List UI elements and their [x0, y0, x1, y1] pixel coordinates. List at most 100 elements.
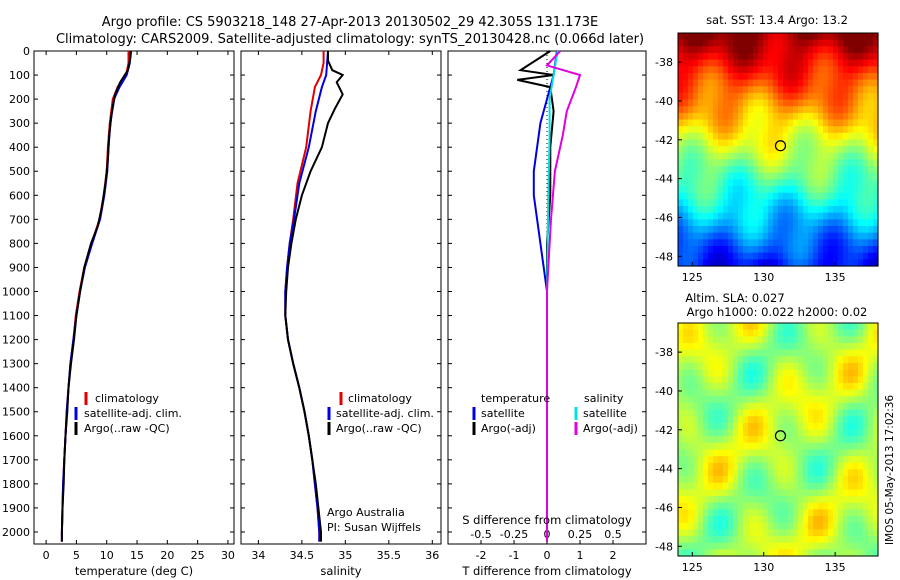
heatmap-cell	[708, 416, 714, 424]
heatmap-cell	[833, 382, 839, 391]
heatmap-cell	[813, 99, 819, 107]
heatmap-cell	[708, 516, 714, 524]
heatmap-cell	[678, 199, 684, 207]
heatmap-cell	[813, 469, 819, 477]
heatmap-cell	[853, 516, 859, 524]
heatmap-cell	[808, 442, 814, 451]
heatmap-cell	[688, 509, 694, 517]
heatmap-cell	[713, 376, 719, 384]
heatmap-cell	[743, 159, 749, 167]
heatmap-cell	[758, 119, 764, 127]
heatmap-cell	[783, 179, 789, 187]
heatmap-cell	[768, 402, 774, 411]
x-tick-label: 1	[577, 549, 584, 562]
heatmap-cell	[763, 502, 769, 510]
heatmap-cell	[808, 212, 814, 220]
heatmap-cell	[788, 542, 794, 550]
heatmap-cell	[718, 179, 724, 187]
heatmap-cell	[763, 442, 769, 451]
heatmap-cell	[693, 409, 699, 417]
heatmap-cell	[853, 356, 859, 364]
heatmap-cell	[758, 212, 764, 220]
heatmap-cell	[768, 369, 774, 377]
heatmap-cell	[728, 219, 734, 227]
heatmap-cell	[818, 172, 824, 181]
heatmap-cell	[758, 52, 764, 61]
heatmap-cell	[793, 476, 799, 484]
heatmap-cell	[698, 99, 704, 107]
heatmap-cell	[773, 252, 779, 260]
heatmap-cell	[748, 239, 754, 247]
heatmap-cell	[848, 132, 854, 141]
heatmap-cell	[823, 192, 829, 201]
heatmap-cell	[823, 376, 829, 384]
heatmap-cell	[688, 112, 694, 121]
heatmap-cell	[723, 442, 729, 451]
heatmap-cell	[718, 489, 724, 497]
heatmap-cell	[828, 396, 834, 404]
heatmap-cell	[828, 349, 834, 357]
heatmap-cell	[723, 252, 729, 260]
heatmap-cell	[793, 172, 799, 181]
heatmap-cell	[798, 429, 804, 437]
heatmap-cell	[853, 192, 859, 201]
heatmap-cell	[738, 86, 744, 94]
heatmap-cell	[798, 476, 804, 484]
heatmap-cell	[823, 382, 829, 391]
heatmap-cell	[778, 362, 784, 371]
heatmap-cell	[708, 106, 714, 114]
heatmap-cell	[808, 402, 814, 411]
heatmap-cell	[828, 226, 834, 234]
heatmap-cell	[713, 409, 719, 417]
heatmap-cell	[738, 429, 744, 437]
heatmap-cell	[753, 436, 759, 444]
heatmap-cell	[723, 496, 729, 504]
heatmap-cell	[748, 449, 754, 457]
heatmap-cell	[713, 52, 719, 61]
heatmap-cell	[823, 489, 829, 497]
heatmap-cell	[713, 46, 719, 54]
heatmap-cell	[813, 239, 819, 247]
heatmap-cell	[778, 496, 784, 504]
heatmap-cell	[808, 112, 814, 121]
heatmap-cell	[863, 436, 869, 444]
heatmap-cell	[778, 529, 784, 537]
heatmap-cell	[748, 152, 754, 161]
heatmap-cell	[763, 522, 769, 530]
heatmap-cell	[748, 409, 754, 417]
heatmap-cell	[873, 382, 879, 391]
heatmap-cell	[873, 402, 879, 411]
heatmap-cell	[738, 469, 744, 477]
heatmap-cell	[718, 59, 724, 67]
heatmap-cell	[793, 369, 799, 377]
heatmap-cell	[838, 496, 844, 504]
heatmap-cell	[693, 456, 699, 464]
heatmap-cell	[858, 456, 864, 464]
x-tick-label: 34	[251, 549, 265, 562]
heatmap-cell	[743, 259, 749, 267]
heatmap-cell	[768, 33, 774, 41]
heatmap-cell	[848, 509, 854, 517]
heatmap-cell	[768, 436, 774, 444]
heatmap-cell	[853, 542, 859, 550]
heatmap-cell	[858, 252, 864, 260]
heatmap-cell	[743, 112, 749, 121]
heatmap-cell	[803, 59, 809, 67]
heatmap-cell	[863, 456, 869, 464]
heatmap-cell	[868, 226, 874, 234]
heatmap-cell	[798, 252, 804, 260]
heatmap-cell	[778, 59, 784, 67]
heatmap-cell	[723, 232, 729, 240]
heatmap-cell	[778, 252, 784, 260]
heatmap-cell	[828, 542, 834, 550]
heatmap-cell	[773, 259, 779, 267]
heatmap-cell	[838, 259, 844, 267]
heatmap-cell	[713, 33, 719, 41]
heatmap-cell	[853, 416, 859, 424]
heatmap-cell	[683, 436, 689, 444]
heatmap-cell	[783, 252, 789, 260]
heatmap-cell	[758, 112, 764, 121]
heatmap-cell	[723, 92, 729, 101]
heatmap-cell	[728, 496, 734, 504]
heatmap-cell	[738, 126, 744, 134]
